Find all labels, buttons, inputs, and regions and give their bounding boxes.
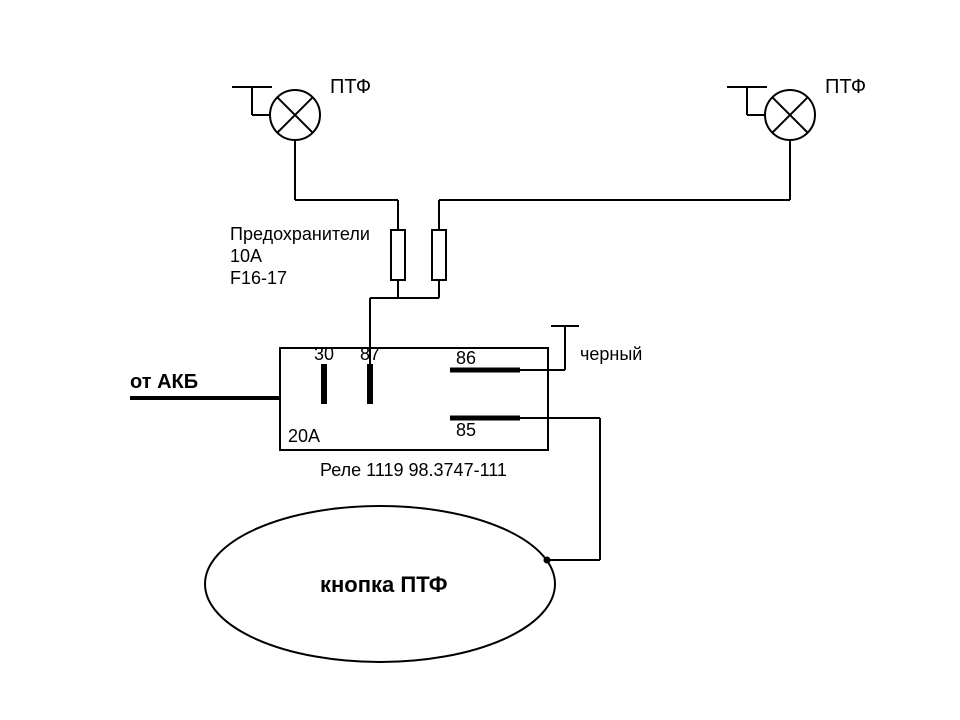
canvas-bg xyxy=(0,0,960,720)
black-label: черный xyxy=(580,344,642,364)
from-battery-label: от АКБ xyxy=(130,371,198,393)
lamp-label: ПТФ xyxy=(825,76,866,98)
pin-30-label: 30 xyxy=(314,344,334,364)
fuses-label: 10A xyxy=(230,246,262,266)
button-label: кнопка ПТФ xyxy=(320,572,448,597)
pin-85-label: 85 xyxy=(456,420,476,440)
fuses-label: F16-17 xyxy=(230,268,287,288)
pin-86-label: 86 xyxy=(456,348,476,368)
relay-model: Реле 1119 98.3747-111 xyxy=(320,460,507,480)
relay-rating: 20A xyxy=(288,426,320,446)
lamp-label: ПТФ xyxy=(330,76,371,98)
fuses-label: Предохранители xyxy=(230,224,370,244)
